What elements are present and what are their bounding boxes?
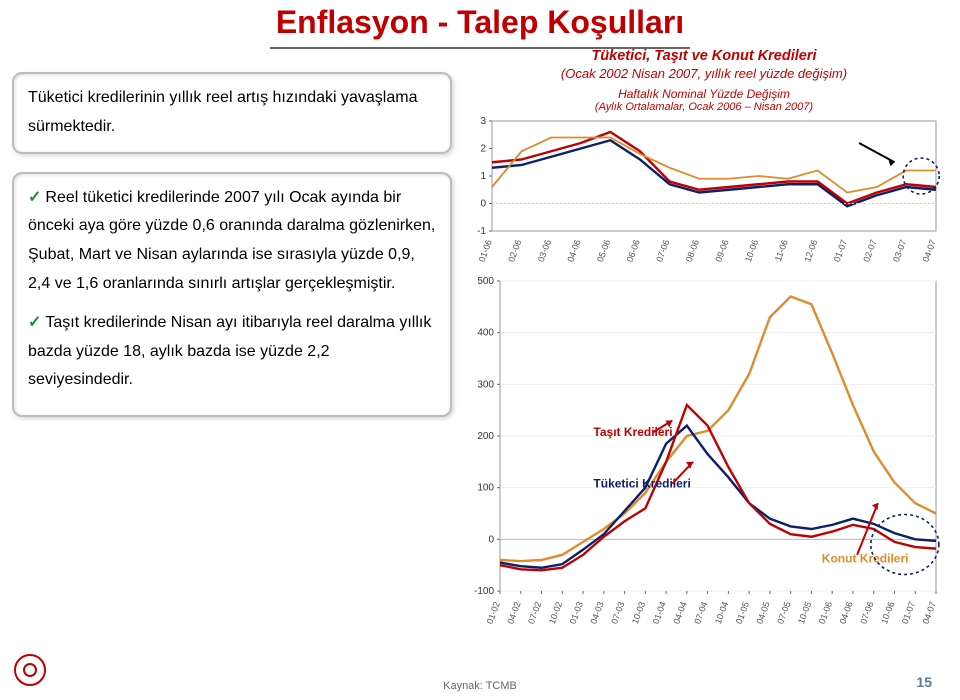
svg-text:03-07: 03-07 (891, 238, 908, 263)
svg-text:3: 3 (480, 116, 486, 127)
box-2: ✓Reel tüketici kredilerinde 2007 yılı Oc… (12, 172, 452, 418)
svg-text:07-04: 07-04 (692, 600, 709, 625)
svg-text:100: 100 (477, 483, 494, 494)
svg-text:01-07: 01-07 (900, 600, 917, 625)
svg-text:10-06: 10-06 (879, 600, 896, 625)
svg-text:-100: -100 (474, 586, 494, 597)
svg-text:12-06: 12-06 (802, 238, 819, 263)
chart-subtitle: (Ocak 2002 Nisan 2007, yıllık reel yüzde… (460, 66, 948, 81)
check-icon: ✓ (28, 189, 41, 206)
svg-text:10-06: 10-06 (743, 238, 760, 263)
main-svg: -100 0 100 200 300 400 500 01-0204-0207-0210-02… (460, 273, 948, 633)
svg-text:01-05: 01-05 (734, 600, 751, 625)
svg-text:200: 200 (477, 431, 494, 442)
svg-text:-1: -1 (477, 226, 486, 237)
svg-text:02-07: 02-07 (861, 238, 878, 263)
inset-sub: (Aylık Ortalamalar, Ocak 2006 – Nisan 20… (460, 101, 948, 113)
svg-text:04-02: 04-02 (505, 600, 522, 625)
svg-text:400: 400 (477, 328, 494, 339)
svg-text:07-06: 07-06 (858, 600, 875, 625)
svg-text:07-03: 07-03 (609, 600, 626, 625)
svg-text:500: 500 (477, 276, 494, 287)
svg-text:11-06: 11-06 (773, 238, 790, 262)
svg-text:09-06: 09-06 (713, 238, 730, 263)
svg-text:04-03: 04-03 (588, 600, 605, 625)
svg-text:10-02: 10-02 (547, 600, 564, 625)
svg-text:10-05: 10-05 (796, 600, 813, 625)
svg-text:01-02: 01-02 (485, 600, 502, 625)
page-title: Enflasyon - Talep Koşulları (270, 4, 690, 49)
inset-svg: -1 0 1 2 3 01-06 02-06 03-06 04-06 05-06 06-06 07-0… (460, 115, 948, 265)
left-column: Tüketici kredilerinin yıllık reel artış … (12, 72, 452, 435)
check-icon: ✓ (28, 314, 41, 331)
svg-text:04-07: 04-07 (921, 238, 938, 263)
svg-text:Konut Kredileri: Konut Kredileri (822, 552, 909, 566)
svg-text:04-04: 04-04 (671, 600, 688, 625)
svg-text:04-06: 04-06 (565, 238, 582, 263)
svg-text:300: 300 (477, 379, 494, 390)
bullet-item: ✓Taşıt kredilerinde Nisan ayı itibarıyla… (28, 309, 436, 395)
svg-text:03-06: 03-06 (536, 238, 553, 263)
bullet-item: ✓Reel tüketici kredilerinde 2007 yılı Oc… (28, 184, 436, 299)
inset-chart: Haftalık Nominal Yüzde Değişim (Aylık Or… (460, 87, 948, 265)
main-chart: -100 0 100 200 300 400 500 01-0204-0207-0210-02… (460, 273, 948, 633)
svg-text:01-07: 01-07 (832, 238, 849, 263)
box-1: Tüketici kredilerinin yıllık reel artış … (12, 72, 452, 154)
chart-title: Tüketici, Taşıt ve Konut Kredileri (460, 48, 948, 64)
svg-text:07-05: 07-05 (775, 600, 792, 625)
right-column: Tüketici, Taşıt ve Konut Kredileri (Ocak… (460, 48, 948, 641)
svg-text:07-06: 07-06 (654, 238, 671, 263)
source-text: Kaynak: TCMB (0, 680, 960, 692)
svg-text:08-06: 08-06 (684, 238, 701, 263)
svg-text:04-05: 04-05 (755, 600, 772, 625)
svg-text:01-04: 01-04 (651, 600, 668, 625)
svg-text:0: 0 (480, 199, 486, 210)
inset-title: Haftalık Nominal Yüzde Değişim (460, 87, 948, 101)
svg-text:05-06: 05-06 (595, 238, 612, 263)
svg-text:01-03: 01-03 (568, 600, 585, 625)
svg-text:07-02: 07-02 (526, 600, 543, 625)
svg-text:0: 0 (488, 534, 494, 545)
svg-text:04-06: 04-06 (838, 600, 855, 625)
logo-icon (14, 654, 42, 682)
svg-text:1: 1 (480, 171, 486, 182)
svg-text:02-06: 02-06 (506, 238, 523, 263)
page-number: 15 (916, 674, 932, 690)
svg-text:01-06: 01-06 (817, 600, 834, 625)
svg-text:01-06: 01-06 (477, 238, 494, 263)
svg-text:04-07: 04-07 (921, 600, 938, 625)
svg-text:2: 2 (480, 144, 486, 155)
svg-text:10-03: 10-03 (630, 600, 647, 625)
svg-text:06-06: 06-06 (625, 238, 642, 263)
svg-text:10-04: 10-04 (713, 600, 730, 625)
